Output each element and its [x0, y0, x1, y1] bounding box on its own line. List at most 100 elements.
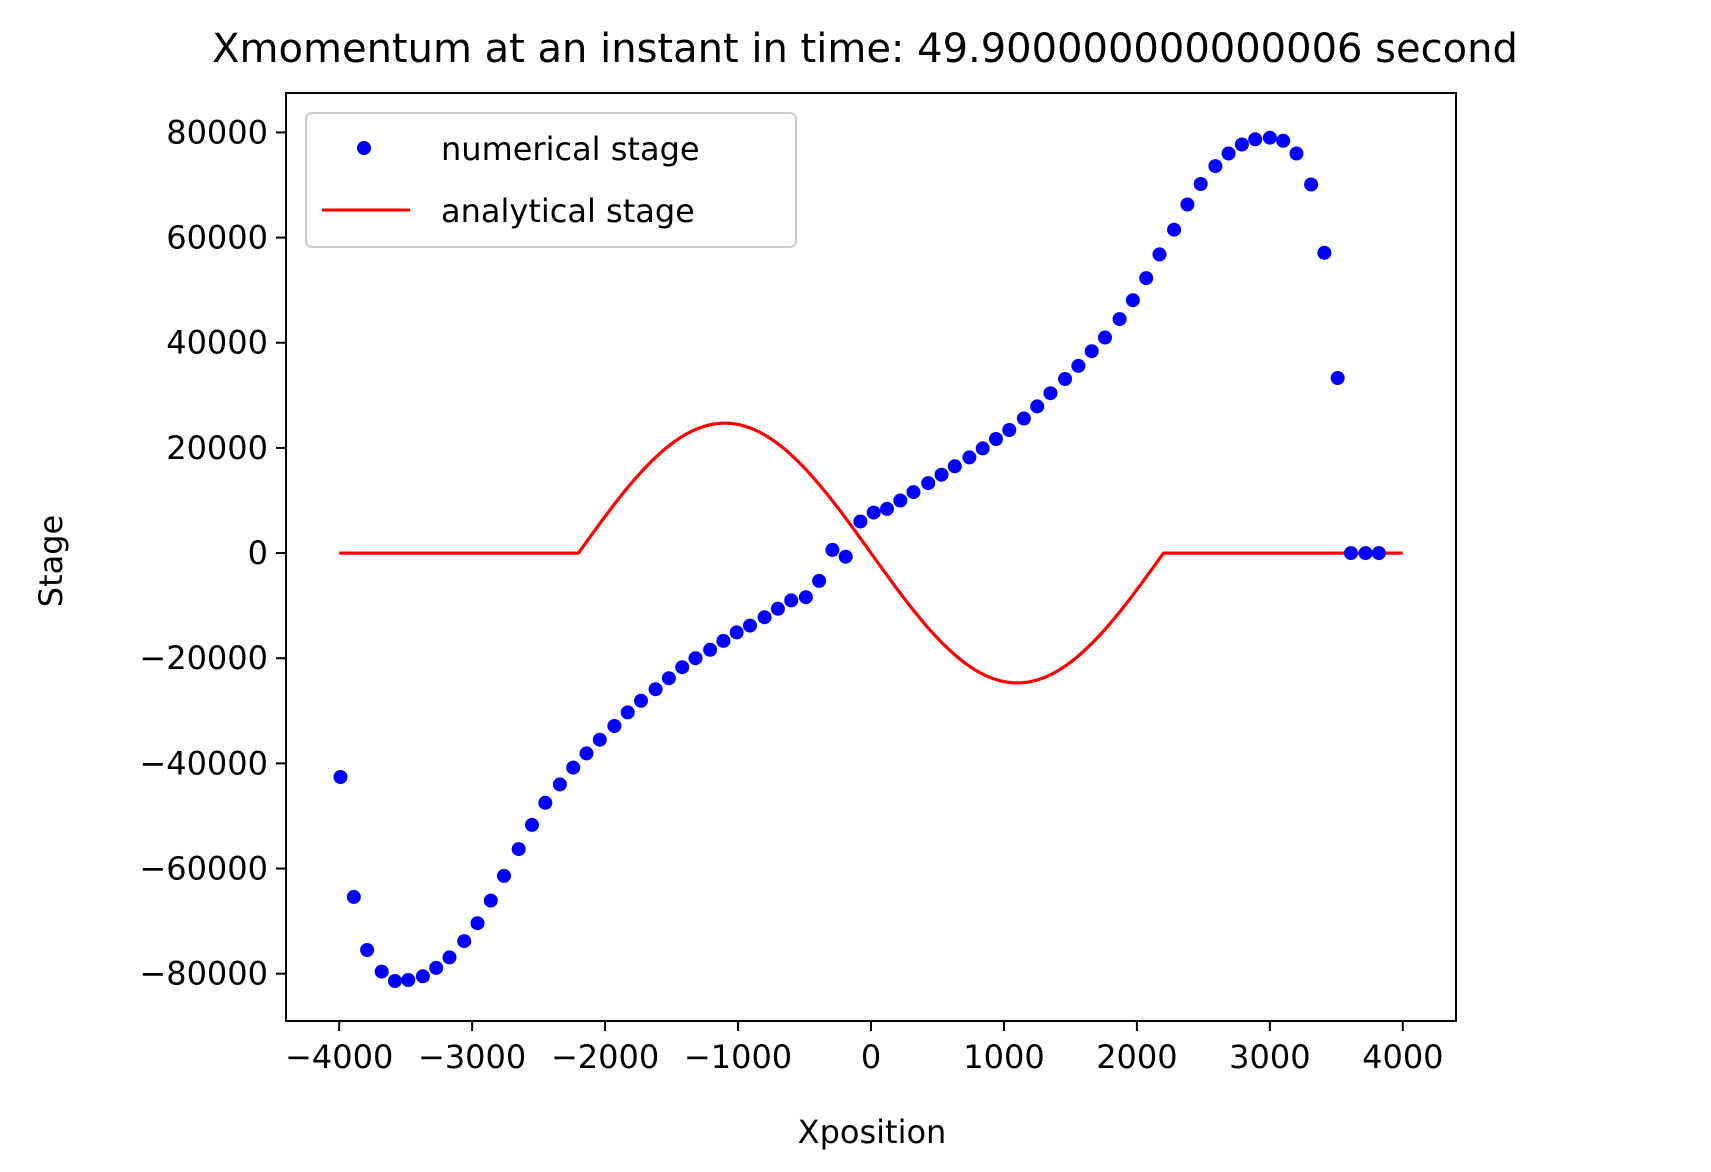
numerical-stage-point: [1058, 372, 1073, 386]
numerical-stage-point: [989, 432, 1003, 446]
numerical-stage-point: [1221, 146, 1236, 161]
x-tick-label: 0: [861, 1038, 881, 1076]
numerical-stage-point: [675, 660, 690, 675]
numerical-stage-point: [906, 485, 921, 500]
y-tick-label: −20000: [139, 639, 268, 677]
y-tick-label: 40000: [166, 324, 268, 362]
legend-box: [305, 112, 797, 248]
numerical-stage-point: [333, 770, 348, 784]
numerical-stage-point: [729, 625, 744, 640]
numerical-stage-point: [620, 705, 635, 720]
numerical-stage-point: [470, 916, 485, 931]
numerical-stage-point: [1180, 197, 1195, 212]
numerical-stage-point: [1276, 133, 1291, 148]
legend-label-analytical: analytical stage: [441, 192, 695, 230]
x-axis: −4000 −3000 −2000 −1000 0 1000 2000 3000 4000: [285, 1021, 1444, 1076]
numerical-stage-point: [457, 934, 472, 949]
numerical-stage-point: [579, 746, 594, 761]
numerical-stage-point: [812, 573, 827, 588]
legend-label-numerical: numerical stage: [441, 130, 700, 168]
numerical-stage-point: [798, 590, 813, 605]
numerical-stage-point: [1152, 247, 1167, 262]
y-tick-label: −60000: [139, 850, 268, 888]
numerical-stage-point: [388, 974, 402, 988]
numerical-stage-point: [566, 760, 581, 775]
numerical-stage-point: [934, 467, 949, 482]
y-tick-label: 60000: [166, 219, 268, 257]
numerical-stage-point: [1098, 330, 1112, 345]
numerical-stage-point: [429, 960, 444, 975]
numerical-stage-point: [374, 964, 389, 979]
numerical-stage-point: [866, 505, 881, 520]
y-tick-label: 0: [248, 534, 268, 572]
numerical-stage-point: [1234, 137, 1249, 152]
numerical-stage-point: [770, 601, 785, 616]
numerical-stage-point: [1330, 371, 1345, 385]
x-tick-label: 1000: [963, 1038, 1044, 1076]
legend: numerical stage analytical stage: [305, 112, 797, 248]
numerical-series-layer: [333, 130, 1386, 988]
numerical-stage-point: [880, 501, 894, 516]
numerical-stage-point: [1262, 130, 1277, 145]
numerical-stage-point: [1043, 386, 1058, 401]
analytical-stage-line: [339, 421, 1403, 685]
y-tick-label: 80000: [166, 113, 268, 151]
numerical-stage-point: [1071, 358, 1086, 373]
numerical-stage-point: [525, 817, 539, 832]
numerical-stage-point: [592, 732, 607, 747]
numerical-stage-point: [1344, 546, 1358, 561]
numerical-stage-point: [552, 777, 567, 792]
numerical-stage-point: [893, 493, 908, 508]
analytical-series-layer: [339, 421, 1403, 685]
numerical-stage-point: [1167, 222, 1182, 237]
numerical-stage-point: [442, 950, 457, 965]
numerical-stage-point: [1304, 177, 1319, 192]
numerical-stage-point: [1248, 132, 1263, 147]
numerical-stage-point: [688, 651, 703, 666]
x-tick-label: −2000: [551, 1038, 659, 1076]
numerical-stage-point: [757, 610, 772, 625]
y-axis: 80000 60000 40000 20000 0 −20000 −40000 −60000 −…: [139, 113, 286, 993]
numerical-stage-point: [838, 549, 853, 564]
numerical-stage-point: [483, 893, 498, 908]
numerical-stage-point: [1208, 159, 1223, 174]
numerical-stage-point: [346, 889, 361, 904]
numerical-stage-point: [1371, 546, 1386, 561]
numerical-stage-point: [962, 450, 977, 465]
numerical-stage-point: [975, 441, 990, 456]
chart-title: Xmomentum at an instant in time: 49.9000…: [212, 26, 1518, 72]
x-tick-label: 2000: [1096, 1038, 1177, 1076]
x-tick-label: −4000: [285, 1038, 393, 1076]
numerical-stage-point: [743, 618, 757, 633]
numerical-stage-point: [634, 693, 648, 708]
numerical-stage-point: [1030, 399, 1045, 414]
legend-marker-numerical: [357, 141, 371, 155]
y-tick-label: 20000: [166, 429, 268, 467]
y-tick-label: −40000: [139, 744, 268, 782]
numerical-stage-point: [401, 973, 416, 987]
numerical-stage-point: [607, 719, 622, 733]
numerical-stage-point: [497, 868, 511, 883]
numerical-stage-point: [1139, 271, 1154, 286]
x-tick-label: 3000: [1229, 1038, 1310, 1076]
numerical-stage-point: [784, 593, 799, 608]
numerical-stage-point: [716, 633, 731, 648]
y-tick-label: −80000: [139, 955, 268, 993]
numerical-stage-point: [1125, 293, 1140, 308]
numerical-stage-point: [1002, 423, 1017, 437]
x-tick-label: 4000: [1362, 1038, 1443, 1076]
numerical-stage-point: [853, 514, 868, 529]
x-tick-label: −3000: [418, 1038, 526, 1076]
numerical-stage-point: [1016, 411, 1031, 426]
numerical-stage-point: [1112, 312, 1127, 327]
numerical-stage-point: [947, 459, 962, 474]
numerical-stage-point: [1289, 146, 1304, 161]
numerical-stage-point: [921, 476, 936, 491]
numerical-stage-point: [415, 969, 430, 984]
y-axis-label: Stage: [32, 515, 70, 607]
numerical-stage-point: [703, 642, 718, 657]
numerical-stage-point: [825, 542, 840, 557]
numerical-stage-point: [661, 671, 676, 686]
x-axis-label: Xposition: [798, 1113, 947, 1151]
